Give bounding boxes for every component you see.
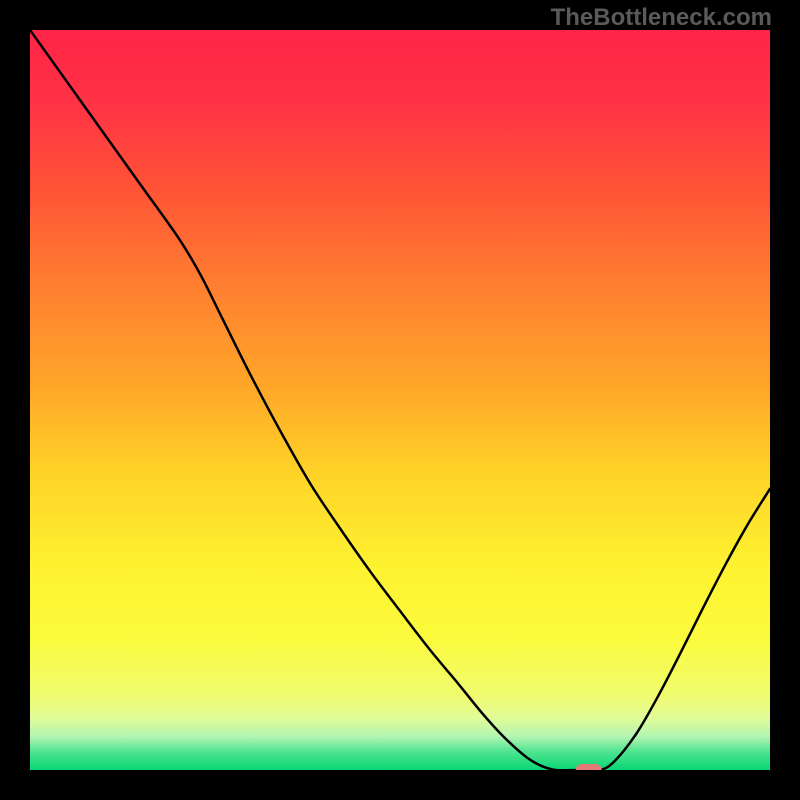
plot-area: [30, 30, 770, 770]
chart-container: { "canvas": { "width": 800, "height": 80…: [0, 0, 800, 800]
bottleneck-curve: [30, 30, 770, 770]
watermark-text: TheBottleneck.com: [551, 4, 772, 32]
curve-overlay: [30, 30, 770, 770]
optimum-marker: [576, 764, 602, 770]
